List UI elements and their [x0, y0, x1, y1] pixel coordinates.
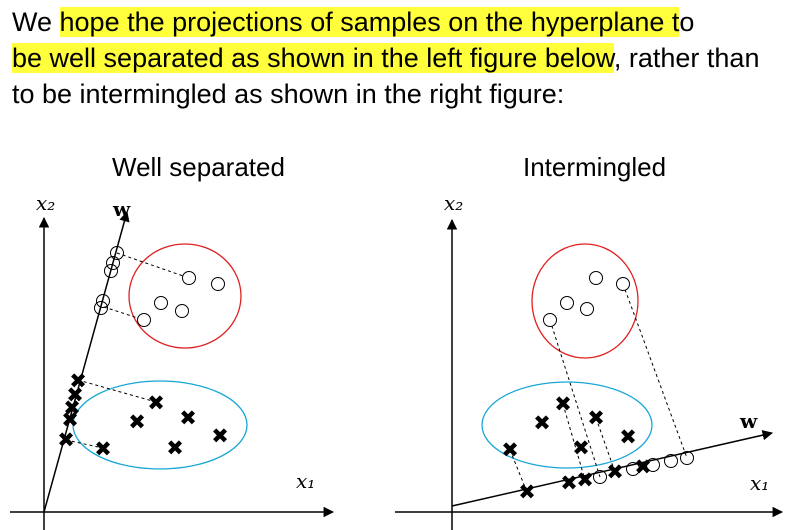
right-cross-sample: ✖ [587, 406, 605, 430]
left-x1-label: x₁ [296, 469, 315, 493]
right-cross-projection: ✖ [606, 460, 624, 484]
left-w-label: w [112, 197, 131, 221]
left-circle-class-boundary [128, 243, 242, 349]
left-w-line [43, 210, 130, 513]
left-cross-projection: ✖ [66, 383, 84, 407]
left-cross-class-boundary [72, 380, 248, 470]
paragraph-text-3: , rather than to be intermingled as show… [12, 43, 760, 109]
right-cross-sample: ✖ [533, 411, 551, 435]
paragraph-text-1: We [12, 7, 60, 37]
right-w-line [451, 429, 774, 507]
right-cross-projection: ✖ [634, 455, 652, 479]
left-cross-projection: ✖ [57, 428, 75, 452]
left-cross-projection: ✖ [61, 408, 79, 432]
right-cross-sample: ✖ [572, 436, 590, 460]
explanation-paragraph: We hope the projections of samples on th… [12, 4, 782, 112]
right-samples-cross: ✖ ✖ ✖ ✖ ✖ ✖ [501, 392, 637, 462]
right-x2-label: x₂ [444, 191, 463, 215]
left-cross-sample: ✖ [147, 391, 165, 415]
right-x1-label: x₁ [750, 471, 769, 495]
left-samples-circle [137, 271, 225, 327]
right-projections-circle [593, 451, 694, 484]
right-cross-sample: ✖ [501, 438, 519, 462]
left-cross-projection: ✖ [63, 396, 81, 420]
left-cross-sample: ✖ [94, 437, 112, 461]
left-projection-lines [65, 252, 190, 449]
left-projections-circle [94, 246, 124, 315]
left-samples-cross: ✖ ✖ ✖ ✖ ✖ ✖ [94, 391, 229, 461]
left-projections-cross: ✖ ✖ ✖ ✖ ✖ [57, 369, 87, 452]
paragraph-highlight-1: hope the projections of samples on the h… [59, 7, 680, 37]
right-projections-cross: ✖ ✖ ✖ ✖ ✖ [518, 455, 652, 504]
paragraph-text-2: o [679, 7, 695, 37]
left-cross-sample: ✖ [128, 410, 146, 434]
right-cross-projection: ✖ [518, 480, 536, 504]
right-cross-class-boundary [481, 381, 653, 469]
right-cross-projection: ✖ [576, 468, 594, 492]
right-cross-sample: ✖ [619, 425, 637, 449]
right-samples-circle [543, 271, 630, 327]
right-projection-lines [509, 283, 688, 493]
left-figure-title: Well separated [112, 152, 285, 182]
right-cross-projection: ✖ [560, 471, 578, 495]
left-figure: x₂ x₁ w ✖ ✖ ✖ ✖ [10, 191, 335, 530]
left-cross-sample: ✖ [211, 424, 229, 448]
right-figure: x₂ x₁ w ✖ ✖ ✖ [395, 191, 784, 530]
right-figure-title: Intermingled [523, 152, 667, 182]
left-x2-label: x₂ [36, 191, 55, 215]
paragraph-highlight-2: be well separated as shown in the left f… [12, 43, 614, 73]
left-cross-sample: ✖ [166, 436, 184, 460]
left-cross-sample: ✖ [179, 406, 197, 430]
right-cross-sample: ✖ [554, 392, 572, 416]
right-w-label: w [739, 409, 758, 433]
left-cross-projection: ✖ [69, 369, 87, 393]
right-circle-class-boundary [531, 243, 639, 359]
